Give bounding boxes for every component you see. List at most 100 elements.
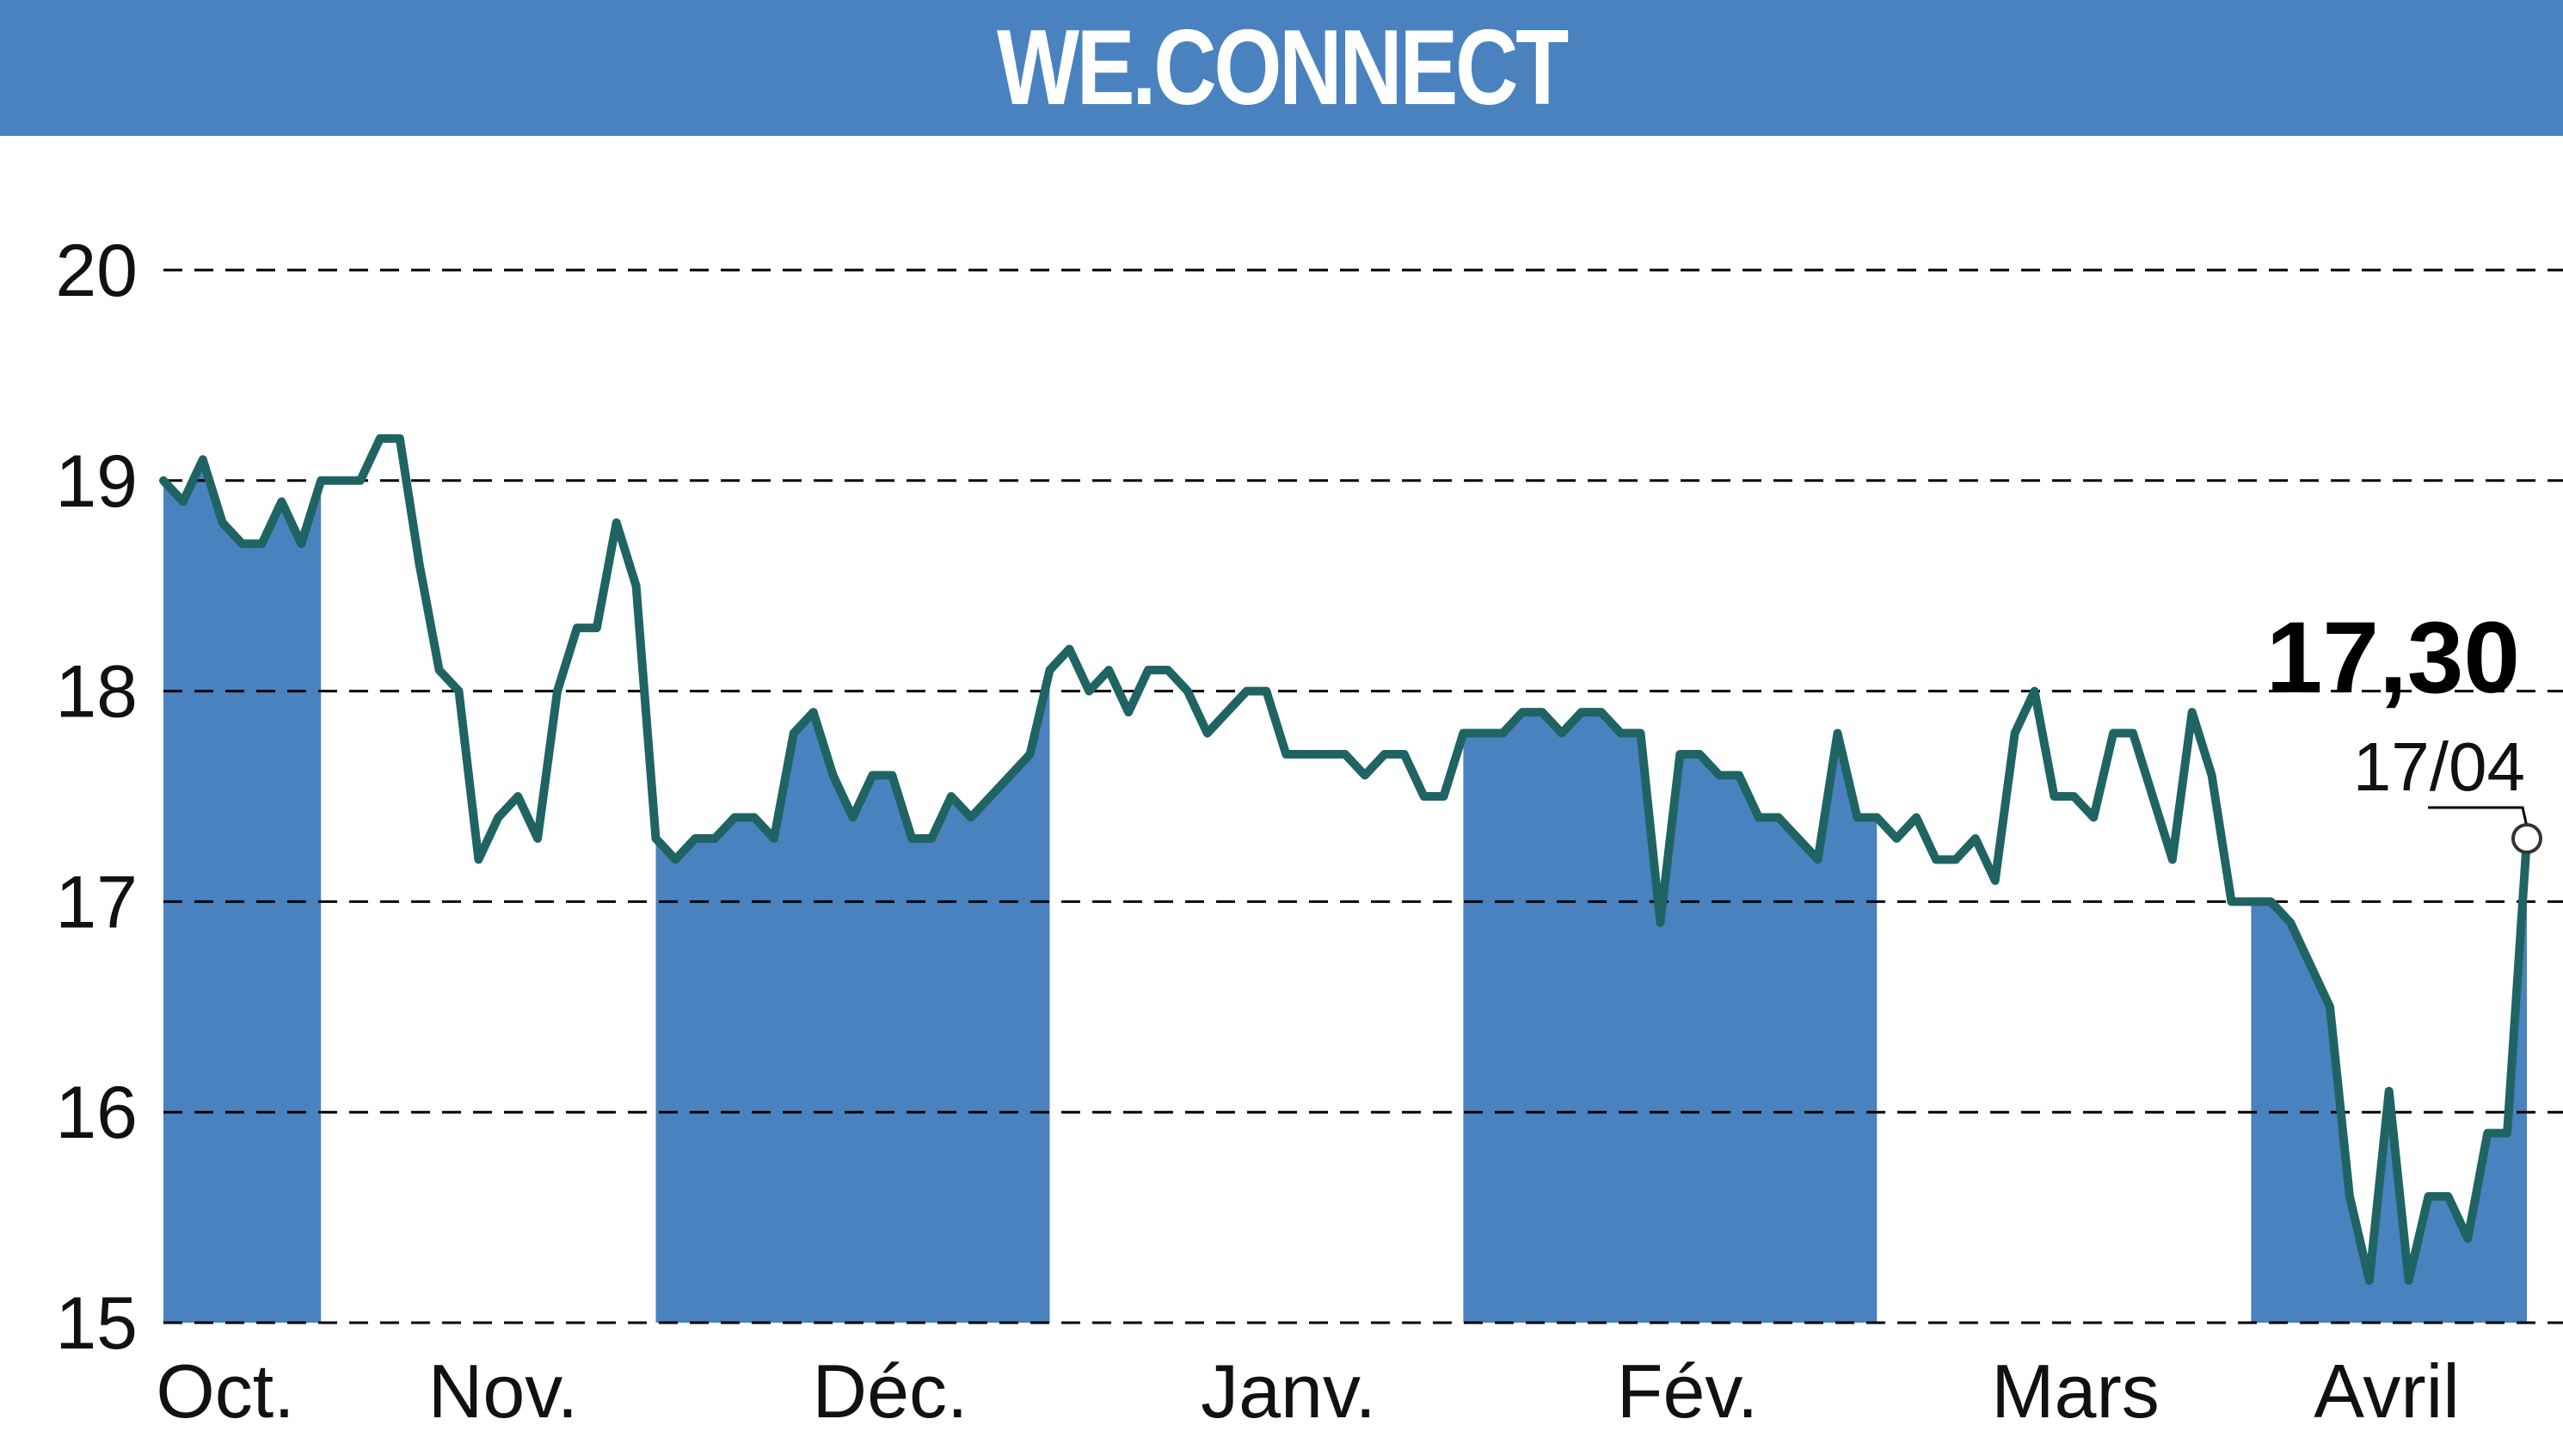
shaded-band-oct (163, 459, 322, 1323)
data-point (298, 540, 305, 548)
data-point (415, 561, 423, 568)
data-point (1203, 729, 1211, 737)
data-point (2326, 1003, 2333, 1011)
data-point (1519, 709, 1527, 716)
data-point (1479, 729, 1487, 737)
data-point (711, 834, 719, 842)
data-point (1125, 709, 1133, 716)
data-point (1716, 771, 1724, 779)
data-point (1597, 709, 1605, 716)
data-point (1302, 751, 1310, 759)
data-point (1380, 751, 1388, 759)
data-point (1420, 793, 1428, 800)
data-point (238, 540, 246, 548)
data-point (1539, 709, 1546, 716)
data-point (2130, 729, 2136, 737)
data-point (1460, 729, 1467, 737)
data-point (948, 793, 955, 800)
data-point (1774, 814, 1782, 821)
data-point (2287, 918, 2295, 926)
data-point (2444, 1193, 2452, 1201)
data-point (218, 519, 226, 526)
data-point (534, 834, 542, 842)
data-point (2168, 856, 2176, 863)
data-point (2405, 1277, 2412, 1285)
data-point (1794, 834, 1802, 842)
data-point (1873, 814, 1881, 821)
data-point (1676, 751, 1684, 759)
data-point (1105, 667, 1113, 674)
data-point (2050, 793, 2058, 800)
data-point (829, 771, 837, 779)
shaded-band-avril (2251, 838, 2527, 1323)
data-point (1913, 814, 1921, 821)
data-point (1656, 918, 1664, 926)
data-point (1400, 751, 1408, 759)
data-point (554, 687, 561, 695)
data-point (869, 771, 876, 779)
data-point (770, 834, 778, 842)
data-point (1046, 667, 1054, 674)
y-tick-label: 15 (55, 1282, 138, 1365)
y-tick-label: 20 (55, 230, 138, 312)
data-point (2148, 793, 2156, 800)
data-point (2031, 687, 2038, 695)
data-point (967, 814, 974, 821)
data-point (2070, 793, 2078, 800)
data-point (2425, 1193, 2432, 1201)
data-point (514, 793, 522, 800)
data-point (1164, 667, 1171, 674)
data-point (809, 709, 817, 716)
data-point (455, 687, 463, 695)
data-point (2504, 1129, 2511, 1137)
data-point (396, 434, 403, 442)
data-point (1853, 814, 1861, 821)
data-point (928, 834, 936, 842)
x-tick-label: Fév. (1617, 1348, 1759, 1434)
data-point (2267, 898, 2275, 906)
last-date-label: 17/04 (2353, 728, 2525, 805)
data-point (278, 498, 286, 506)
y-tick-label: 17 (55, 861, 138, 943)
data-point (1243, 687, 1251, 695)
data-point (790, 729, 797, 737)
x-tick-label: Nov. (428, 1348, 578, 1434)
data-point (1499, 729, 1507, 737)
shaded-band-dc (655, 670, 1050, 1323)
data-point (376, 434, 384, 442)
last-value-leader (2428, 806, 2529, 827)
data-point (1617, 729, 1625, 737)
data-point (1991, 876, 1999, 884)
data-point (1440, 793, 1447, 800)
data-point (199, 456, 206, 464)
data-point (908, 834, 916, 842)
data-point (1834, 729, 1841, 737)
last-value-marker (2511, 822, 2542, 854)
chart-title: WE.CONNECT (997, 9, 1569, 127)
data-point (632, 582, 640, 590)
data-point (2484, 1129, 2492, 1137)
data-point (652, 834, 660, 842)
data-point (2385, 1087, 2393, 1095)
data-point (986, 793, 994, 800)
data-point (1361, 771, 1368, 779)
data-point (1696, 751, 1704, 759)
data-point (593, 624, 600, 632)
data-point (888, 771, 896, 779)
data-point (2365, 1277, 2373, 1285)
data-point (1637, 729, 1644, 737)
data-point (1183, 687, 1191, 695)
data-point (612, 519, 620, 526)
data-point (495, 814, 502, 821)
data-point (1736, 771, 1742, 779)
data-point (357, 476, 364, 484)
data-point (751, 814, 758, 821)
data-point (475, 856, 482, 863)
data-point (1342, 751, 1349, 759)
data-point (1026, 751, 1034, 759)
data-point (1933, 856, 1939, 863)
data-point (2228, 898, 2235, 906)
x-tick-label: Avril (2314, 1348, 2460, 1434)
data-point (2090, 814, 2098, 821)
data-point (317, 476, 325, 484)
